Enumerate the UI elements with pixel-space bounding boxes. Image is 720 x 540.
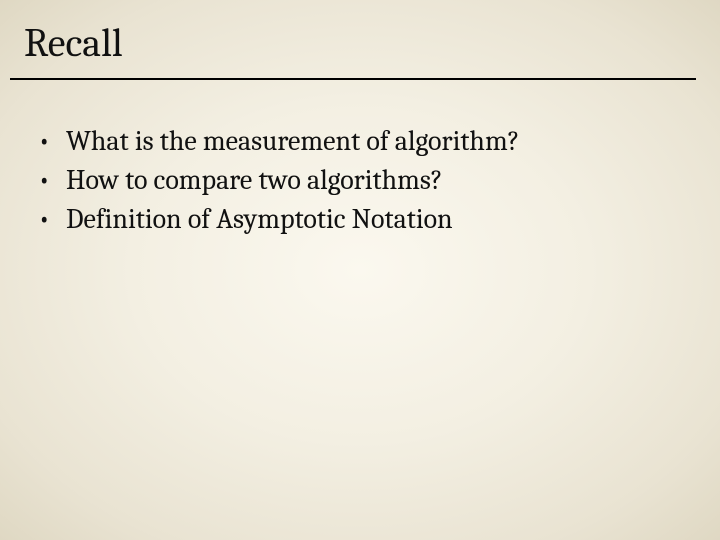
slide-title: Recall	[24, 20, 123, 66]
list-item: How to compare two algorithms?	[38, 163, 680, 198]
slide: Recall What is the measurement of algori…	[0, 0, 720, 540]
list-item: What is the measurement of algorithm?	[38, 124, 680, 159]
title-underline	[10, 78, 696, 80]
bullet-list: What is the measurement of algorithm? Ho…	[38, 124, 680, 241]
list-item: Definition of Asymptotic Notation	[38, 202, 680, 237]
